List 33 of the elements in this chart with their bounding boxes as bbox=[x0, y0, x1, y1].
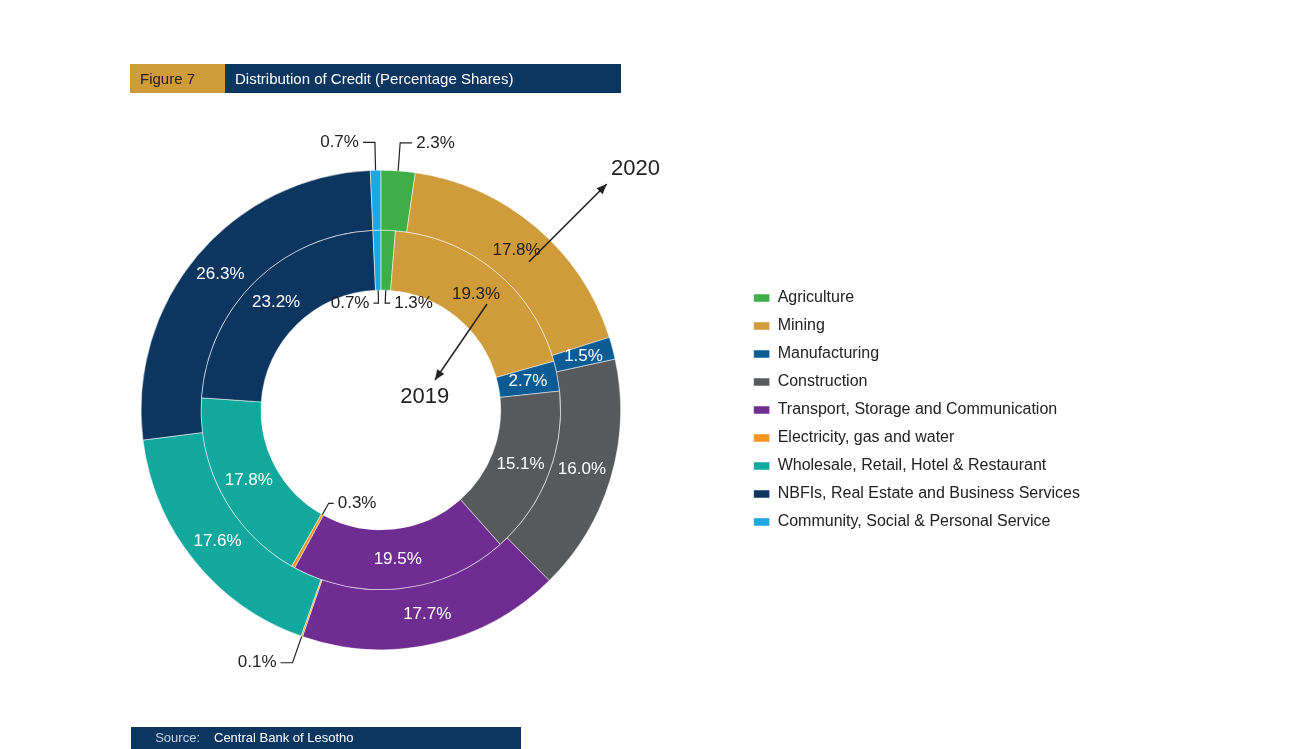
data-label: 17.8% bbox=[492, 239, 541, 259]
data-label: 0.1% bbox=[237, 652, 277, 672]
data-label: 15.1% bbox=[496, 453, 545, 473]
caption: Figure 7 bbox=[130, 64, 225, 93]
data-label: 0.7% bbox=[330, 292, 370, 312]
legend-label: NBFIs, Real Estate and Business Services bbox=[777, 484, 1081, 502]
text: Central Bank of Lesotho bbox=[213, 729, 354, 747]
data-label: 23.2% bbox=[252, 292, 301, 312]
data-label: 0.3% bbox=[337, 492, 377, 512]
data-label: 17.8% bbox=[224, 470, 273, 490]
legend-label: Manufacturing bbox=[777, 344, 880, 362]
data-label: 1.5% bbox=[564, 345, 603, 365]
data-label: 26.3% bbox=[196, 264, 245, 284]
data-label: 17.6% bbox=[193, 531, 242, 551]
slice-label: 2019 bbox=[400, 383, 450, 409]
legend-label: Electricity, gas and water bbox=[777, 428, 955, 446]
slice-label: 2020 bbox=[610, 154, 660, 180]
legend-label: Transport, Storage and Communication bbox=[777, 400, 1058, 418]
legend-label: Wholesale, Retail, Hotel & Restaurant bbox=[777, 456, 1047, 474]
source-note: Source: bbox=[154, 729, 201, 747]
data-label: 2.3% bbox=[416, 132, 455, 152]
chart-title: Distribution of Credit (Percentage Shares) bbox=[225, 64, 621, 93]
legend-label: Agriculture bbox=[777, 288, 855, 306]
data-label: 17.7% bbox=[403, 604, 452, 624]
data-label: 0.7% bbox=[320, 132, 359, 151]
data-label: 2.7% bbox=[508, 371, 548, 391]
data-label: 19.5% bbox=[373, 548, 422, 568]
data-label: 19.3% bbox=[451, 284, 501, 303]
legend-label: Community, Social & Personal Service bbox=[777, 512, 1051, 530]
data-label: 16.0% bbox=[557, 459, 607, 479]
legend-label: Construction bbox=[777, 372, 868, 390]
legend-label: Mining bbox=[777, 316, 825, 334]
data-label: 1.3% bbox=[394, 292, 433, 312]
